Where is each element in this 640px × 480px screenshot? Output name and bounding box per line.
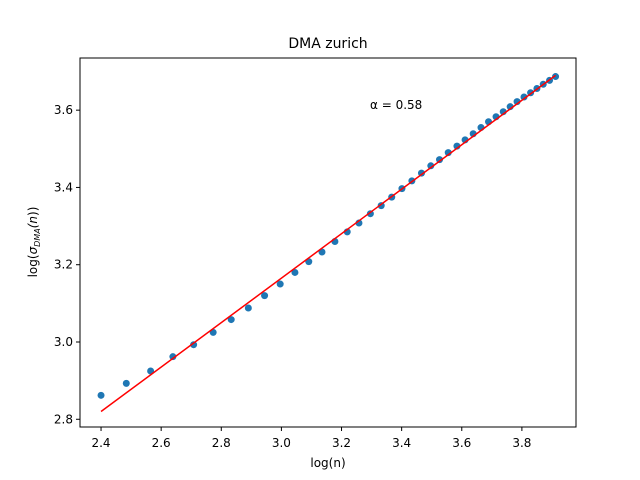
x-tick-label: 3.0 bbox=[272, 436, 291, 450]
plot-area bbox=[97, 73, 560, 413]
y-axis-ticks: 2.8 3.0 3.2 3.4 3.6 bbox=[54, 103, 80, 426]
x-tick-label: 2.6 bbox=[152, 436, 171, 450]
y-tick-label: 2.8 bbox=[54, 412, 73, 426]
scatter-point-4 bbox=[190, 341, 198, 349]
chart-title: DMA zurich bbox=[288, 36, 367, 52]
fit-line bbox=[100, 74, 557, 413]
y-tick-label: 3.4 bbox=[54, 180, 73, 194]
alpha-annotation: α = 0.58 bbox=[370, 98, 422, 112]
scatter-point-24 bbox=[444, 149, 452, 157]
x-tick-label: 2.4 bbox=[91, 436, 110, 450]
scatter-point-0 bbox=[97, 391, 105, 399]
x-axis-label: log(n) bbox=[310, 456, 345, 470]
x-tick-label: 3.6 bbox=[452, 436, 471, 450]
x-tick-label: 3.8 bbox=[512, 436, 531, 450]
scatter-point-39 bbox=[552, 73, 560, 81]
scatter-point-1 bbox=[122, 379, 130, 387]
scatter-point-23 bbox=[436, 156, 444, 164]
scatter-point-7 bbox=[244, 304, 252, 312]
scatter-point-22 bbox=[427, 162, 435, 170]
scatter-point-6 bbox=[227, 316, 235, 324]
y-axis-label: log(σDMA(n)) bbox=[26, 207, 42, 278]
x-tick-label: 3.2 bbox=[332, 436, 351, 450]
scatter-point-21 bbox=[417, 169, 425, 177]
scatter-point-8 bbox=[261, 292, 269, 300]
y-tick-label: 3.6 bbox=[54, 103, 73, 117]
x-tick-label: 3.4 bbox=[392, 436, 411, 450]
y-tick-label: 3.0 bbox=[54, 335, 73, 349]
x-tick-label: 2.8 bbox=[212, 436, 231, 450]
scatter-point-9 bbox=[276, 280, 284, 288]
y-tick-label: 3.2 bbox=[54, 258, 73, 272]
scatter-point-3 bbox=[169, 353, 177, 361]
scatter-point-34 bbox=[520, 93, 528, 101]
plot-frame bbox=[79, 57, 577, 428]
x-axis-ticks: 2.4 2.6 2.8 3.0 3.2 3.4 3.6 3.8 bbox=[91, 427, 531, 450]
scatter-point-10 bbox=[291, 268, 299, 276]
